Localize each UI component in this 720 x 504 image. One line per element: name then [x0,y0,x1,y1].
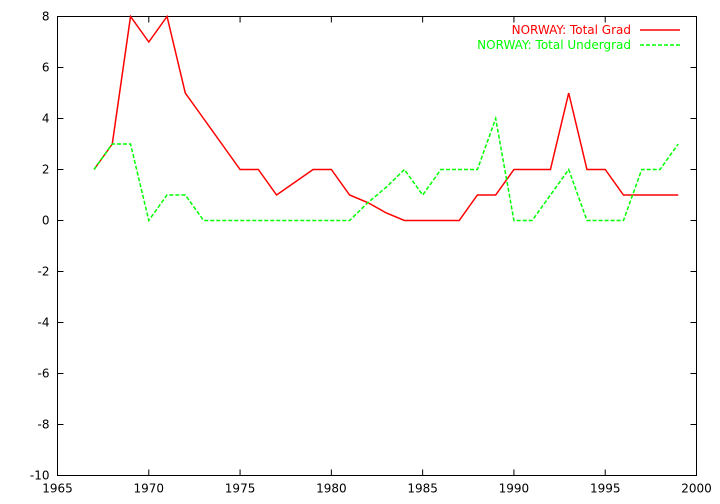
y-tick-label: 8 [42,10,50,24]
y-tick-label: -2 [38,265,50,279]
y-tick-label: -8 [38,418,50,432]
y-tick-label: 0 [42,214,50,228]
x-tick-label: 1965 [42,482,73,496]
y-tick-label: 6 [42,61,50,75]
axis-ticks [57,16,697,476]
x-tick-label: 1980 [316,482,347,496]
x-tick-label: 2000 [681,482,712,496]
legend-label-2: NORWAY: Total Undergrad [477,38,631,52]
legend-label-1: NORWAY: Total Grad [512,23,631,37]
y-tick-label: -10 [30,469,50,483]
y-tick-label: 2 [42,163,50,177]
x-tick-label: 1990 [499,482,530,496]
x-tick-label: 1970 [134,482,165,496]
series-line-1 [93,14,679,222]
y-tick-label: 4 [42,112,50,126]
x-tick-label: 1985 [407,482,438,496]
x-tick-label: 1995 [590,482,621,496]
plot-frame [57,16,697,476]
series-layer [93,14,679,223]
y-tick-label: -4 [38,316,50,330]
series-line-2 [93,115,679,223]
x-tick-label: 1975 [225,482,256,496]
axis-tick-labels: 1965 1970 1975 1980 1985 1990 1995 2000 -10 -8 -6 -… [30,10,712,496]
y-tick-label: -6 [38,367,50,381]
